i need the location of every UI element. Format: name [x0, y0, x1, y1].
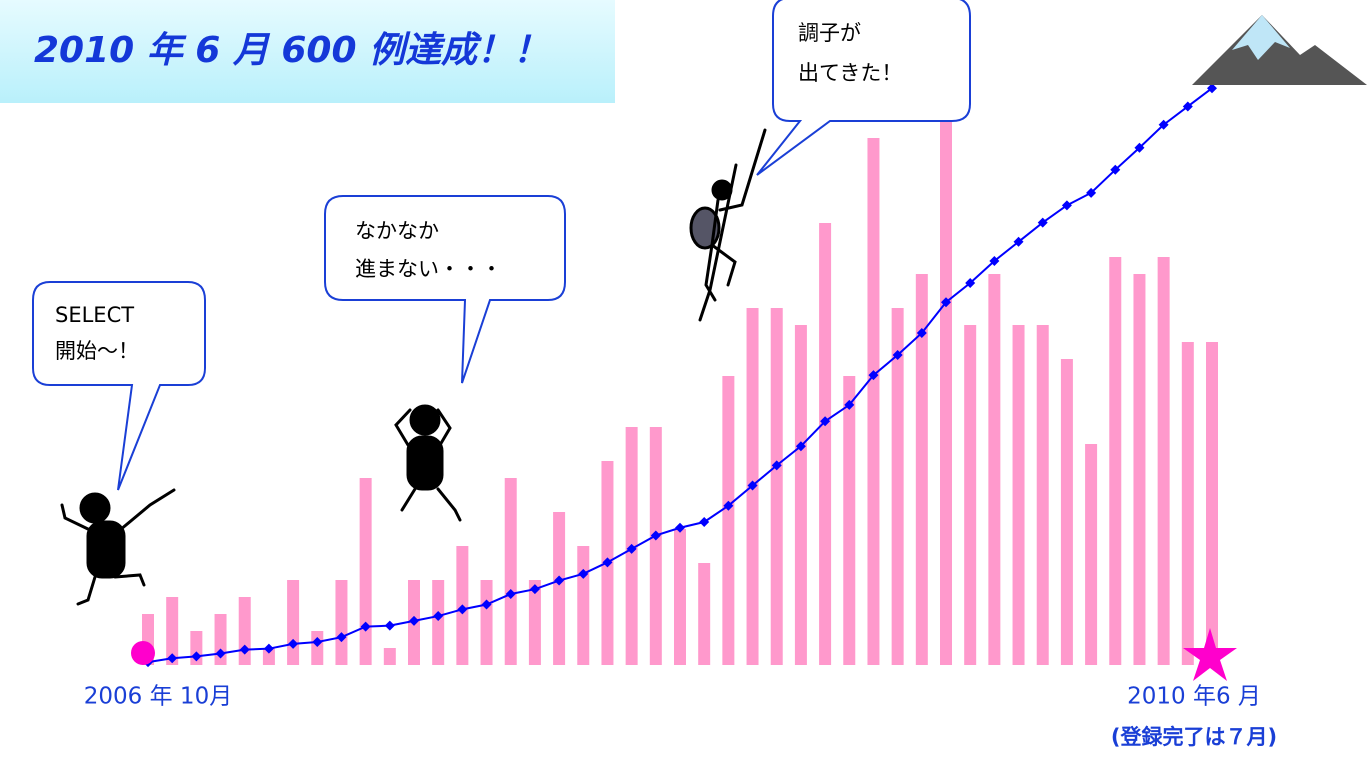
bar [891, 308, 904, 665]
bar [698, 563, 711, 665]
marker [844, 399, 855, 410]
marker [1061, 200, 1072, 211]
bar [770, 308, 783, 665]
bar [311, 631, 324, 665]
bar [1060, 359, 1073, 665]
x-tick-label: 2006 年 10月 [84, 684, 232, 710]
bar [504, 478, 517, 665]
marker [457, 604, 468, 615]
marker [554, 575, 565, 586]
bubble-text: 開始〜！ [55, 339, 139, 363]
figures [60, 128, 767, 606]
bar [1157, 257, 1170, 665]
marker [1182, 101, 1193, 112]
marker [336, 632, 347, 643]
marker [384, 620, 395, 631]
bar [843, 376, 856, 665]
marker [916, 327, 927, 338]
bar [335, 580, 348, 665]
marker [1086, 187, 1097, 198]
marker [747, 480, 758, 491]
marker [239, 644, 250, 655]
bar [794, 325, 807, 665]
marker [1134, 142, 1145, 153]
mountain [1192, 15, 1367, 85]
bar [1012, 325, 1025, 665]
bar [238, 597, 251, 665]
bar [432, 580, 445, 665]
marker [505, 588, 516, 599]
bar [964, 325, 977, 665]
bar [287, 580, 300, 665]
marker [1013, 236, 1024, 247]
marker [529, 584, 540, 595]
marker [191, 651, 202, 662]
marker [433, 611, 444, 622]
marker [1037, 217, 1048, 228]
x-tick-label: 2010 年6 月 [1127, 684, 1261, 710]
marker [288, 638, 299, 649]
marker [771, 460, 782, 471]
marker [1158, 119, 1169, 130]
marker [965, 278, 976, 289]
bar [1181, 342, 1194, 665]
bar [166, 597, 179, 665]
bar [1206, 342, 1218, 665]
bar [1036, 325, 1049, 665]
title-box [0, 0, 615, 103]
marker [989, 255, 1000, 266]
end-marker [1183, 628, 1237, 681]
bar [915, 274, 928, 665]
bubble-text: SELECT [55, 303, 134, 327]
bar [867, 138, 880, 665]
marker [167, 653, 178, 664]
marker [360, 621, 371, 632]
bar [722, 376, 735, 665]
marker [868, 370, 879, 381]
marker [312, 636, 323, 647]
marker [602, 557, 613, 568]
bar [359, 478, 372, 665]
marker [675, 522, 685, 533]
marker [650, 530, 661, 541]
bar [528, 580, 541, 665]
marker [795, 441, 806, 452]
bar [988, 274, 1001, 665]
bar [940, 121, 952, 665]
bar [383, 648, 396, 665]
marker [1207, 83, 1217, 94]
bar [1109, 257, 1122, 665]
bar [577, 546, 590, 665]
marker [820, 416, 831, 427]
marker [578, 568, 589, 579]
marker [215, 648, 226, 659]
bubbles [32, 0, 971, 491]
bubble-text: 進まない・・・ [355, 257, 502, 281]
marker [1110, 164, 1121, 175]
bar [819, 223, 832, 665]
marker [941, 297, 951, 308]
marker [892, 350, 903, 361]
marker [626, 543, 637, 554]
bar [262, 648, 275, 665]
start-marker [131, 641, 155, 665]
marker [699, 517, 710, 528]
bar [1133, 274, 1146, 665]
plot [142, 83, 1218, 668]
bar [674, 529, 686, 665]
chart-title: 2010 年 6 月 600 例達成！！ [34, 30, 549, 71]
marker [481, 599, 492, 610]
bar [480, 580, 493, 665]
bar [1085, 444, 1098, 665]
bubble-text: なかなか [355, 219, 439, 243]
bubble-text: 出てきた！ [798, 61, 902, 85]
bar [553, 512, 566, 665]
note: (登録完了は７月) [1111, 725, 1277, 749]
bubble-text: 調子が [798, 21, 861, 45]
marker [723, 500, 734, 511]
marker [263, 643, 274, 654]
marker [409, 615, 419, 626]
bar [649, 427, 662, 665]
